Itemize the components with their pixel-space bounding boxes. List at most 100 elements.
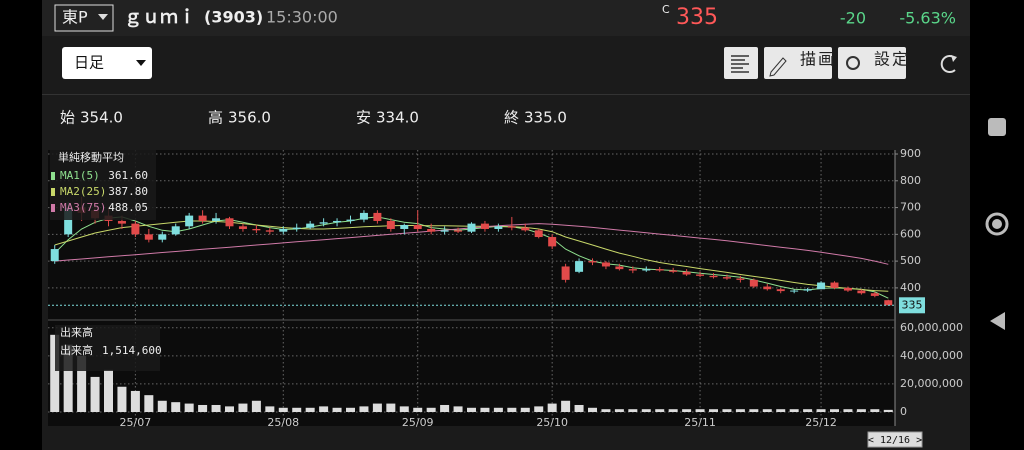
candle-body [117, 220, 126, 224]
legend-box [50, 150, 156, 220]
y-tick-label: 400 [900, 281, 921, 294]
candle-body [507, 226, 516, 228]
volume-bar [319, 406, 329, 412]
candle-body [131, 223, 140, 235]
candle-body [265, 230, 274, 232]
indicator-button[interactable] [724, 47, 758, 79]
candle-body [601, 262, 610, 267]
volume-bar [157, 400, 167, 412]
y-tick-label: 500 [900, 254, 921, 267]
ohlc-value: 356.0 [228, 109, 271, 127]
volume-bar [184, 403, 194, 412]
settings-button[interactable] [838, 47, 906, 79]
volume-bar [50, 334, 60, 412]
nav-back[interactable] [990, 312, 1005, 330]
period-arrow [136, 60, 146, 66]
volume-bar [63, 344, 73, 412]
candle-body [749, 279, 758, 287]
volume-bar [776, 409, 786, 412]
ohlc-value: 335.0 [524, 109, 567, 127]
nav-home[interactable] [985, 212, 1009, 236]
grid: 400 500 600 700 800 900 0 20,000,000 40,000,000 6… [48, 147, 963, 429]
volume-bar [117, 386, 127, 412]
volume-bar [453, 406, 463, 412]
pencil-icon [769, 57, 787, 77]
candle-body [803, 289, 812, 291]
volume-bar [292, 407, 302, 412]
ohlc-label: 安 [356, 109, 371, 127]
volume-bar [803, 409, 813, 412]
volume-bar [816, 409, 826, 412]
candle-body [171, 226, 180, 235]
volume-bar [104, 369, 113, 412]
volume-bar [399, 406, 409, 412]
volume-bar [332, 407, 342, 412]
market-select[interactable] [54, 4, 114, 32]
volume-bar [682, 409, 692, 412]
candle-body [763, 286, 772, 290]
candle-body [252, 228, 261, 231]
cursor-box [867, 431, 923, 448]
candle-body [319, 222, 328, 224]
y-tick-label: 700 [900, 201, 921, 214]
list-icon [731, 55, 749, 73]
stock-name: ｇｕｍｉ [124, 7, 196, 28]
volume-bar [171, 402, 181, 412]
volume-bar [641, 409, 651, 412]
volume-bar [467, 407, 476, 412]
candle-body [144, 234, 153, 240]
volume-bar [547, 403, 557, 412]
volume-bar [413, 407, 423, 412]
ohlc-row: 始 354.0 高 356.0 安 334.0 終 335.0 [60, 109, 567, 127]
candle-body [642, 269, 651, 271]
volume-last: 1,514,600 [102, 344, 162, 357]
candle-body [884, 300, 893, 306]
x-tick-label: 25/09 [402, 416, 434, 429]
candle-body [454, 230, 463, 232]
candle-body [225, 218, 234, 227]
y-tick-label: 600 [900, 227, 921, 240]
volume-bar [386, 403, 396, 412]
candle-body [292, 227, 301, 229]
y-tick-label: 800 [900, 174, 921, 187]
draw-button[interactable] [764, 47, 832, 79]
candle-body [857, 290, 866, 294]
volume-label: 出来高 [60, 343, 93, 357]
volume-bar [749, 409, 759, 412]
candle-body [198, 215, 207, 221]
volume-bar [588, 407, 597, 412]
x-tick-label: 25/11 [684, 416, 716, 429]
volume-bar [426, 407, 436, 412]
refresh-icon[interactable] [940, 55, 956, 73]
legend-value: 361.60 [108, 169, 148, 182]
volume-legend-box [55, 325, 160, 371]
volume-bar [655, 409, 665, 412]
volume-tick-label: 40,000,000 [900, 349, 963, 362]
volume-bar [534, 406, 544, 412]
candle-body [736, 278, 745, 280]
volume-bar [856, 409, 866, 412]
volume-bar [251, 400, 261, 412]
volume-bar [735, 409, 745, 412]
candle-body [427, 228, 436, 232]
volume-title: 出来高 [60, 325, 93, 339]
volume-bar [830, 409, 839, 412]
volume-bar [440, 404, 450, 412]
volume-bar [265, 406, 275, 412]
volume-tick-label: 0 [900, 405, 907, 418]
volume-bar [695, 409, 705, 412]
candle-body [843, 287, 852, 291]
volume-bar [278, 407, 288, 412]
legend-swatch [51, 188, 55, 196]
legend-value: 488.05 [108, 201, 148, 214]
volume-bar [211, 404, 221, 412]
volume-bar [225, 406, 234, 412]
period-select[interactable] [62, 47, 152, 79]
x-tick-label: 25/10 [536, 416, 568, 429]
candle-body [279, 228, 288, 232]
change: -20 [840, 9, 866, 28]
volume-bar [144, 395, 154, 412]
ohlc-value: 334.0 [376, 109, 419, 127]
nav-recent[interactable] [988, 118, 1006, 136]
candle-body [440, 230, 449, 232]
